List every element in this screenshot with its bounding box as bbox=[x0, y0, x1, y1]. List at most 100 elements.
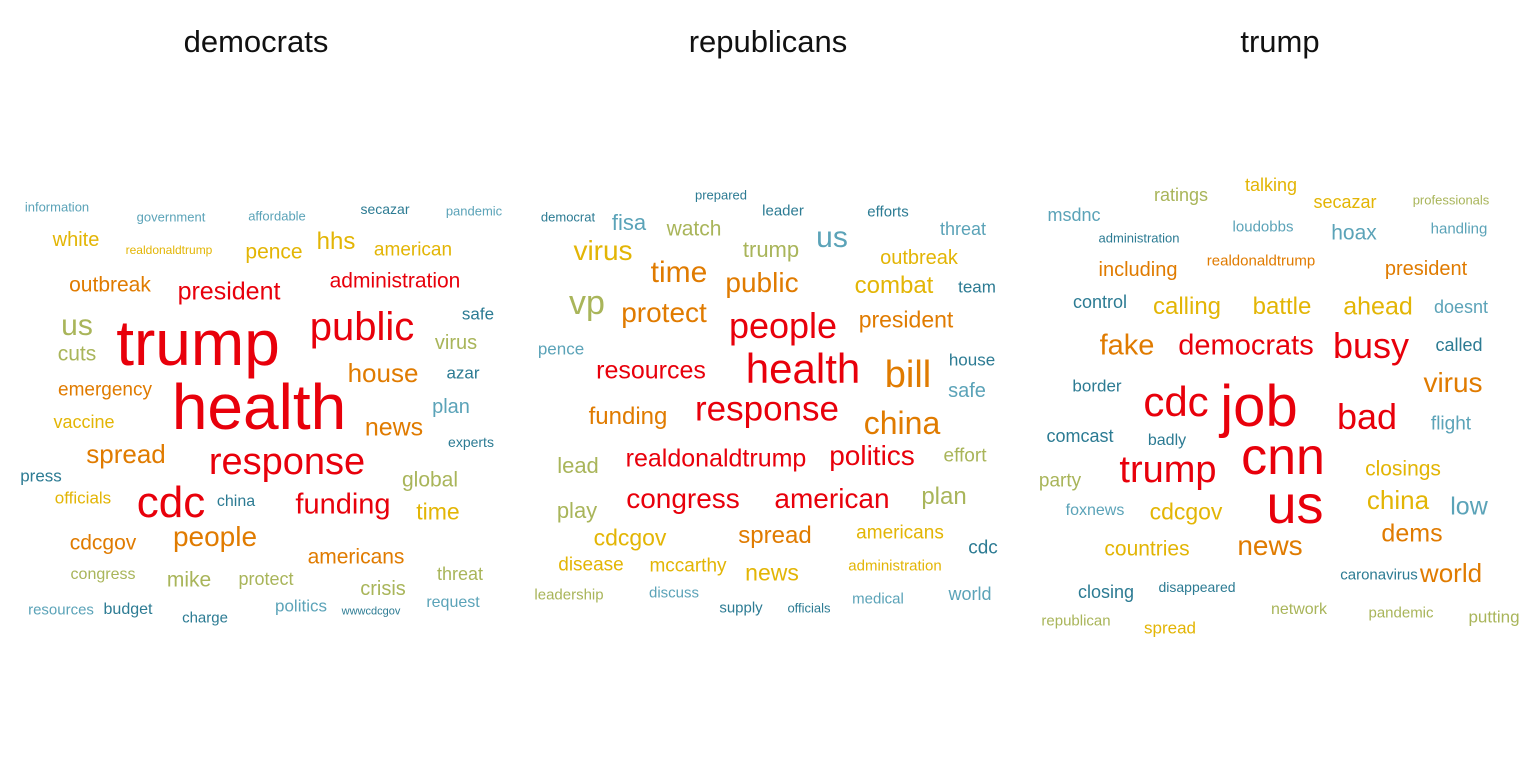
word-us: us bbox=[61, 309, 93, 342]
word-funding: funding bbox=[588, 403, 668, 430]
word-budget: budget bbox=[103, 601, 153, 618]
word-battle: battle bbox=[1252, 293, 1312, 320]
word-cdc: cdc bbox=[1143, 378, 1209, 425]
word-congress: congress bbox=[70, 566, 136, 583]
word-doesnt: doesnt bbox=[1433, 297, 1489, 317]
word-fake: fake bbox=[1099, 329, 1155, 362]
word-comcast: comcast bbox=[1046, 426, 1114, 446]
word-news: news bbox=[745, 559, 799, 586]
word-request: request bbox=[426, 594, 480, 611]
word-border: border bbox=[1072, 376, 1122, 396]
word-white: white bbox=[52, 229, 100, 251]
word-public: public bbox=[309, 305, 415, 349]
word-azar: azar bbox=[446, 363, 480, 383]
word-spread: spread bbox=[738, 522, 812, 549]
word-charge: charge bbox=[182, 609, 228, 627]
word-secazar: secazar bbox=[360, 201, 410, 217]
word-flight: flight bbox=[1430, 413, 1472, 435]
word-administration: administration bbox=[329, 269, 461, 293]
word-putting: putting bbox=[1468, 607, 1520, 627]
word-cloud: talking ratings secazar professionals msdnc l… bbox=[1024, 0, 1536, 768]
word-ratings: ratings bbox=[1153, 185, 1209, 205]
word-closings: closings bbox=[1365, 457, 1441, 481]
word-wwwcdcgov: wwwcdcgov bbox=[341, 605, 401, 618]
democrats-panel: democrats information government affordabl… bbox=[0, 0, 512, 768]
word-vaccine: vaccine bbox=[53, 412, 115, 432]
word-medical: medical bbox=[852, 590, 904, 608]
word-virus: virus bbox=[1423, 367, 1483, 398]
word-virus: virus bbox=[573, 235, 633, 266]
word-resources: resources bbox=[596, 356, 706, 385]
word-president: president bbox=[177, 277, 281, 306]
word-play: play bbox=[556, 498, 598, 523]
word-cdcgov: cdcgov bbox=[593, 524, 667, 551]
word-cuts: cuts bbox=[57, 342, 97, 366]
word-mike: mike bbox=[166, 568, 212, 592]
word-public: public bbox=[725, 267, 799, 298]
republicans-panel: republicans prepared democrat leader effort… bbox=[512, 0, 1024, 768]
word-officials: officials bbox=[54, 488, 112, 508]
word-hhs: hhs bbox=[316, 228, 356, 255]
word-congress: congress bbox=[626, 483, 740, 514]
word-emergency: emergency bbox=[58, 379, 152, 401]
word-american: american bbox=[774, 483, 890, 514]
word-plan: plan bbox=[432, 396, 470, 418]
word-vp: vp bbox=[569, 284, 605, 322]
word-health: health bbox=[745, 345, 861, 392]
word-administration: administration bbox=[1098, 230, 1180, 246]
word-trump: trump bbox=[742, 237, 800, 262]
word-called: called bbox=[1435, 335, 1483, 355]
word-safe: safe bbox=[461, 304, 495, 324]
panel-title: republicans bbox=[688, 24, 848, 59]
panel-title: democrats bbox=[183, 24, 329, 59]
word-president: president bbox=[1384, 258, 1468, 280]
word-news: news bbox=[1237, 530, 1303, 561]
word-politics: politics bbox=[829, 440, 915, 471]
word-realdonaldtrump: realdonaldtrump bbox=[625, 444, 807, 473]
word-house: house bbox=[948, 350, 996, 370]
word-including: including bbox=[1098, 259, 1178, 281]
word-watch: watch bbox=[666, 217, 722, 241]
word-loudobbs: loudobbs bbox=[1232, 218, 1294, 236]
word-news: news bbox=[364, 413, 424, 442]
word-pence: pence bbox=[245, 240, 303, 264]
word-network: network bbox=[1270, 601, 1328, 618]
word-job: job bbox=[1220, 374, 1298, 439]
word-discuss: discuss bbox=[648, 584, 700, 602]
word-low: low bbox=[1450, 492, 1488, 521]
word-officials: officials bbox=[787, 600, 831, 616]
word-press: press bbox=[20, 466, 62, 486]
word-leadership: leadership bbox=[534, 586, 604, 604]
word-cloud: prepared democrat leader efforts fisa watch th… bbox=[512, 0, 1024, 768]
word-spread: spread bbox=[86, 439, 166, 469]
word-realdonaldtrump: realdonaldtrump bbox=[1206, 252, 1316, 270]
word-cnn: cnn bbox=[1241, 428, 1325, 486]
word-experts: experts bbox=[448, 434, 494, 450]
word-leader: leader bbox=[762, 202, 804, 220]
word-calling: calling bbox=[1152, 293, 1222, 320]
word-cdcgov: cdcgov bbox=[69, 531, 137, 555]
word-dems: dems bbox=[1381, 519, 1443, 548]
word-funding: funding bbox=[295, 488, 391, 521]
word-us: us bbox=[816, 221, 848, 254]
word-control: control bbox=[1072, 292, 1128, 312]
word-american: american bbox=[373, 239, 453, 261]
word-us: us bbox=[1266, 475, 1324, 535]
word-protect: protect bbox=[621, 297, 707, 328]
word-democrats: democrats bbox=[1178, 329, 1314, 362]
word-americans: americans bbox=[856, 522, 944, 544]
word-countries: countries bbox=[1104, 537, 1190, 561]
word-virus: virus bbox=[434, 332, 478, 354]
word-response: response bbox=[208, 441, 366, 483]
word-outbreak: outbreak bbox=[69, 273, 151, 297]
word-world: world bbox=[1419, 558, 1483, 588]
word-spread: spread bbox=[1144, 618, 1196, 638]
word-china: china bbox=[863, 405, 941, 441]
word-badly: badly bbox=[1147, 432, 1187, 449]
word-cdc: cdc bbox=[968, 537, 998, 559]
trump-panel: trump talking ratings secazar professionals… bbox=[1024, 0, 1536, 768]
word-foxnews: foxnews bbox=[1065, 502, 1125, 519]
word-closing: closing bbox=[1077, 582, 1135, 602]
word-professionals: professionals bbox=[1412, 192, 1490, 208]
word-resources: resources bbox=[28, 601, 94, 619]
